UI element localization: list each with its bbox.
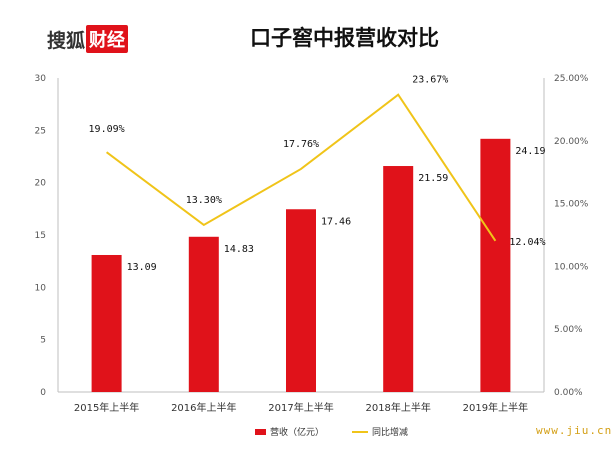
y-right-tick-label: 0.00%: [554, 388, 583, 398]
x-tick-label: 2017年上半年: [268, 401, 333, 414]
y-left-tick-label: 15: [35, 231, 46, 241]
bar-value-label: 13.09: [127, 262, 157, 273]
line-value-label: 19.09%: [89, 124, 125, 135]
y-left-tick-label: 25: [35, 126, 46, 136]
legend-label-revenue: 营收（亿元）: [270, 426, 324, 438]
y-right-tick-label: 20.00%: [554, 137, 589, 147]
bar: [91, 254, 122, 392]
y-right-tick-label: 25.00%: [554, 74, 589, 84]
y-right-tick-label: 15.00%: [554, 200, 589, 210]
y-right-tick-label: 10.00%: [554, 262, 589, 272]
bar-value-label: 17.46: [321, 216, 351, 227]
bar: [383, 166, 414, 392]
y-right-tick-label: 5.00%: [554, 325, 583, 335]
x-tick-label: 2018年上半年: [365, 401, 430, 414]
legend-label-growth: 同比增减: [372, 426, 408, 438]
bar: [188, 236, 219, 392]
line-value-label: 13.30%: [186, 195, 222, 206]
growth-series-line: [106, 93, 497, 242]
line-value-label: 17.76%: [283, 139, 319, 150]
y-left-tick-label: 10: [35, 283, 47, 293]
sohu-finance-logo: 搜狐 财经: [47, 25, 129, 53]
logo-text-finance: 财经: [86, 25, 129, 53]
bar-value-label: 24.19: [515, 146, 545, 157]
bar: [286, 209, 316, 392]
x-tick-label: 2019年上半年: [463, 401, 528, 414]
x-tick-label: 2015年上半年: [74, 401, 139, 414]
bar-value-label: 21.59: [418, 173, 448, 184]
line-value-label: 12.04%: [509, 237, 545, 248]
y-left-tick-label: 30: [35, 74, 47, 84]
x-tick-label: 2016年上半年: [171, 401, 236, 414]
logo-text-sohu: 搜狐: [47, 29, 86, 52]
watermark: www.jiu.cn: [536, 424, 613, 437]
line-value-label: 23.67%: [412, 75, 448, 86]
y-left-tick-label: 20: [35, 179, 47, 189]
chart-title: 口子窖中报营收对比: [250, 26, 439, 50]
y-left-tick-label: 5: [40, 336, 46, 346]
bar: [480, 138, 511, 392]
bar-value-label: 14.83: [224, 244, 254, 255]
y-left-tick-label: 0: [40, 388, 46, 398]
legend-swatch-revenue: [255, 429, 266, 435]
